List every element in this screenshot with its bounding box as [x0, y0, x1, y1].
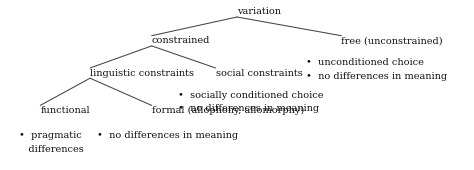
Text: constrained: constrained [152, 36, 210, 45]
Text: free (unconstrained): free (unconstrained) [341, 36, 443, 45]
Text: linguistic constraints: linguistic constraints [90, 69, 194, 78]
Text: variation: variation [237, 7, 281, 16]
Text: •  no differences in meaning: • no differences in meaning [306, 72, 447, 81]
Text: differences: differences [19, 145, 84, 154]
Text: formal (allophony, allomorphy): formal (allophony, allomorphy) [152, 106, 304, 115]
Text: •  socially conditioned choice: • socially conditioned choice [178, 91, 323, 100]
Text: •  unconditioned choice: • unconditioned choice [306, 58, 424, 67]
Text: •  no differences in meaning: • no differences in meaning [97, 132, 238, 140]
Text: functional: functional [40, 106, 90, 115]
Text: •  pragmatic: • pragmatic [19, 132, 82, 140]
Text: social constraints: social constraints [216, 69, 302, 78]
Text: •  no differences in meaning: • no differences in meaning [178, 104, 319, 113]
